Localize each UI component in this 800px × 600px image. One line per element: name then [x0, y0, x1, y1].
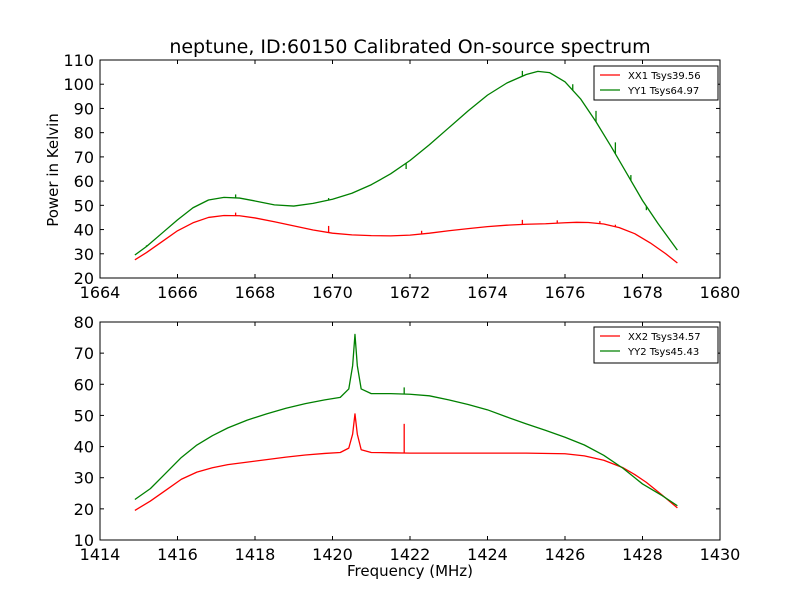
y-tick-label: 20 [74, 269, 94, 288]
x-tick-label: 1424 [467, 545, 508, 564]
y-tick-label: 20 [74, 500, 94, 519]
y-tick-label: 40 [74, 221, 94, 240]
x-tick-label: 1430 [700, 545, 741, 564]
series-yy-group [134, 333, 678, 507]
y-tick-label: 60 [74, 172, 94, 191]
x-tick-label: 1414 [80, 545, 121, 564]
x-tick-label: 1670 [312, 283, 353, 302]
legend-label: YY2 Tsys45.43 [627, 347, 699, 358]
y-tick-label: 100 [63, 75, 94, 94]
y-axis-label: Power in Kelvin [44, 113, 62, 227]
y-tick-label: 70 [74, 344, 94, 363]
plot-frame [99, 321, 721, 541]
y-tick-label: 60 [74, 375, 94, 394]
y-tick-label: 90 [74, 99, 94, 118]
x-tick-label: 1420 [312, 545, 353, 564]
x-tick-label: 1664 [80, 283, 121, 302]
legend-label: XX1 Tsys39.56 [628, 71, 701, 82]
y-tick-label: 30 [74, 245, 94, 264]
x-tick-label: 1668 [235, 283, 276, 302]
legend-box [593, 326, 719, 364]
x-tick-label: 1428 [622, 545, 663, 564]
x-tick-label: 1676 [545, 283, 586, 302]
legend: XX2 Tsys34.57 YY2 Tsys45.43 [593, 326, 719, 364]
x-tick-label: 1666 [157, 283, 198, 302]
x-axis-label: Frequency (MHz) [347, 562, 473, 580]
series-xx-group [134, 413, 678, 511]
y-tick-label: 80 [74, 124, 94, 143]
y-tick-label: 50 [74, 196, 94, 215]
legend-label: XX2 Tsys34.57 [628, 332, 701, 343]
top-panel: 1664 1666 1668 1670 1672 1674 1676 1678 1680 20 30… [63, 51, 740, 302]
series-yy-group [134, 70, 678, 256]
series-line-xx [134, 413, 678, 511]
series-xx-group [134, 212, 678, 264]
x-tick-label: 1678 [622, 283, 663, 302]
x-tick-label: 1418 [235, 545, 276, 564]
y-tick-label: 10 [74, 531, 94, 550]
y-tick-label: 110 [63, 51, 94, 70]
series-line-yy [134, 70, 678, 256]
bottom-panel: 1414 1416 1418 1420 1422 1424 1426 1428 1430 10 20… [74, 313, 741, 564]
y-tick-label: 70 [74, 148, 94, 167]
y-tick-label: 50 [74, 406, 94, 425]
chart-title: neptune, ID:60150 Calibrated On-source s… [169, 36, 650, 58]
series-line-xx [134, 214, 678, 264]
legend-box [593, 65, 719, 101]
legend-label: YY1 Tsys64.97 [627, 86, 699, 97]
x-tick-label: 1672 [390, 283, 431, 302]
series-line-yy [134, 333, 678, 507]
y-tick-label: 80 [74, 313, 94, 332]
x-tick-label: 1426 [545, 545, 586, 564]
legend: XX1 Tsys39.56 YY1 Tsys64.97 [593, 65, 719, 101]
plot-frame [99, 59, 721, 279]
y-tick-label: 40 [74, 438, 94, 457]
x-tick-label: 1422 [390, 545, 431, 564]
x-tick-label: 1680 [700, 283, 741, 302]
y-tick-label: 30 [74, 469, 94, 488]
x-tick-label: 1674 [467, 283, 508, 302]
x-tick-label: 1416 [157, 545, 198, 564]
